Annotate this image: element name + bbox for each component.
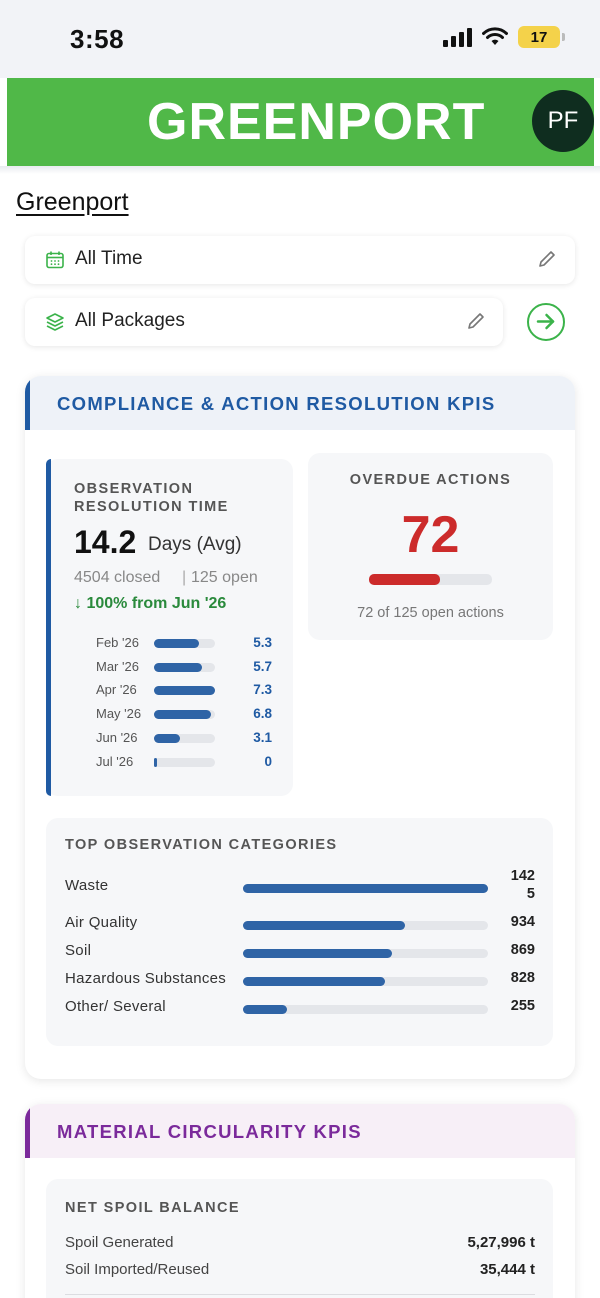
apply-filters-button[interactable] [527,303,565,341]
compliance-accent-bar [25,376,30,430]
category-label: Waste [65,877,109,894]
status-time: 3:58 [70,24,125,54]
overdue-progress-bar [369,574,492,585]
spoil-value: 5,27,996 t [467,1234,535,1251]
category-bar-fill [243,1005,288,1014]
packages-filter-label: All Packages [75,310,185,331]
cellular-signal-icon [443,27,472,47]
categories-caption: TOP OBSERVATION CATEGORIES [65,837,338,853]
month-bar-fill [154,686,215,696]
overdue-subtext: 72 of 125 open actions [357,605,504,621]
resolution-accent-bar [46,459,51,796]
month-value: 0 [264,753,272,769]
overdue-value: 72 [401,506,460,564]
circularity-card-header: MATERIAL CIRCULARITY KPIS [25,1104,575,1158]
layers-icon [46,313,64,331]
closed-count: 4504 closed [74,569,161,586]
resolution-caption-line2: RESOLUTION TIME [74,499,229,515]
category-bar-fill [243,977,386,986]
month-label: Jul '26 [96,753,134,769]
battery-icon: 17 [518,26,565,48]
user-avatar[interactable]: PF [532,90,594,152]
month-bar-fill [154,662,202,672]
compliance-card-title: COMPLIANCE & ACTION RESOLUTION KPIS [57,393,496,414]
spoil-label: Spoil Generated [65,1234,174,1251]
month-value: 5.7 [253,658,272,674]
circularity-kpi-card: MATERIAL CIRCULARITY KPIS NET SPOIL BALA… [25,1104,575,1298]
circularity-card-title: MATERIAL CIRCULARITY KPIS [57,1121,362,1142]
category-label: Air Quality [65,914,138,931]
month-bar-track [154,710,215,720]
month-bar-fill [154,710,211,720]
month-value: 3.1 [253,729,272,745]
category-value-wrap: 5 [526,886,535,902]
wifi-icon [482,27,508,45]
resolution-value: 14.2 [74,524,137,560]
compliance-kpi-card: COMPLIANCE & ACTION RESOLUTION KPIS OBSE… [25,376,575,1079]
month-label: Feb '26 [96,635,139,650]
count-separator: | [182,569,187,586]
packages-filter[interactable]: All Packages [25,298,503,346]
header-divider [0,166,600,174]
greenport-logo: GREENPORT [147,93,486,151]
circularity-accent-bar [25,1104,30,1158]
spoil-label: Soil Imported/Reused [65,1261,210,1278]
category-label: Other/ Several [65,998,166,1015]
overdue-progress-fill [369,574,440,585]
time-filter-label: All Time [75,248,143,269]
month-label: Jun '26 [96,729,138,745]
spoil-value: 35,444 t [479,1261,535,1278]
arrow-right-icon [536,313,555,330]
category-label: Soil [65,942,92,959]
status-bar: 3:58 17 [0,0,600,78]
resolution-trend: ↓ 100% from Jun '26 [74,595,227,612]
observation-categories-panel: TOP OBSERVATION CATEGORIES Waste 142 5 Air … [46,818,553,1046]
net-spoil-caption: NET SPOIL BALANCE [65,1200,240,1216]
month-value: 5.3 [253,635,272,650]
category-bar-track [243,949,488,958]
category-value: 869 [510,942,535,958]
month-label: Apr '26 [96,682,137,698]
month-bar-track [154,639,215,648]
compliance-card-header: COMPLIANCE & ACTION RESOLUTION KPIS [25,376,575,430]
category-bar-fill [243,884,488,893]
month-bar-track [154,686,215,696]
category-value: 934 [510,914,535,930]
time-filter[interactable]: All Time [25,236,575,284]
overdue-actions-panel: OVERDUE ACTIONS 72 72 of 125 open action… [308,453,553,640]
resolution-time-panel: OBSERVATION RESOLUTION TIME 14.2 Days (A… [46,459,293,796]
calendar-icon [46,251,64,269]
category-value: 142 [510,868,535,884]
month-bar-track [154,733,215,743]
category-value: 828 [510,970,535,986]
month-bar-track [154,662,215,672]
month-bar-fill [154,757,157,767]
month-label: May '26 [96,706,142,722]
category-bar-track [243,977,488,986]
overdue-caption: OVERDUE ACTIONS [349,472,512,488]
edit-pencil-icon[interactable] [465,310,487,332]
category-bar-track [243,921,488,930]
category-bar-track [243,884,488,893]
breadcrumb[interactable]: Greenport [16,188,129,216]
app-header: GREENPORT [7,78,594,166]
net-spoil-panel: NET SPOIL BALANCE Spoil Generated 5,27,99… [46,1179,553,1298]
category-bar-track [243,1005,488,1014]
month-bar-fill [154,733,180,743]
resolution-caption-line1: OBSERVATION [74,481,194,497]
status-icons: 17 [443,26,565,48]
category-label: Hazardous Substances [65,970,227,987]
category-bar-fill [243,921,405,930]
open-count: 125 open [191,569,258,586]
month-value: 7.3 [253,682,272,698]
month-bar-track [154,757,215,767]
net-spoil-divider [65,1294,535,1295]
category-value: 255 [510,998,535,1014]
category-bar-fill [243,949,393,958]
month-bar-fill [154,639,199,648]
edit-pencil-icon[interactable] [536,248,558,270]
month-value: 6.8 [253,706,272,722]
month-label: Mar '26 [96,658,139,674]
resolution-unit: Days (Avg) [148,534,242,555]
